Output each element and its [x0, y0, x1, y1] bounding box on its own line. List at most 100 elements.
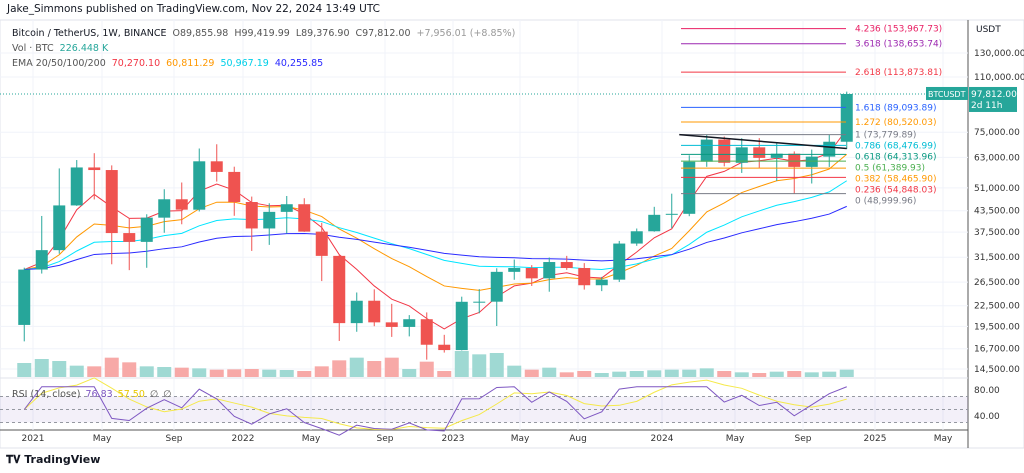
volume-bar — [647, 370, 662, 377]
fib-level-label: 1.272 (80,520.03) — [855, 118, 936, 128]
volume-bar — [822, 371, 837, 377]
candle-body — [280, 204, 293, 212]
candle-body — [840, 93, 853, 142]
candle-body — [438, 344, 451, 351]
candle-body — [35, 250, 48, 270]
ema-100-line — [24, 180, 848, 271]
volume-bar — [279, 370, 294, 377]
volume-label: Vol · BTC — [12, 43, 54, 54]
price-tick-label: 43,500.00 — [974, 207, 1020, 217]
volume-bar — [122, 362, 137, 377]
ema200-value: 40,255.85 — [274, 58, 324, 69]
time-tick-label: 2022 — [232, 434, 255, 444]
volume-bar — [454, 351, 469, 377]
time-tick-label: May — [93, 434, 112, 444]
price-tick-label: 19,500.00 — [974, 322, 1020, 332]
candle-body — [420, 319, 433, 345]
volume-bar — [34, 359, 49, 377]
volume-bar — [682, 369, 697, 377]
candle-body — [770, 153, 783, 158]
volume-bar — [419, 361, 434, 377]
fib-level-label: 0 (48,999.96) — [855, 197, 916, 207]
ema-label: EMA 20/50/100/200 — [12, 58, 106, 69]
price-tick-label: 22,500.00 — [974, 302, 1020, 312]
brand-name: TradingView — [24, 453, 101, 466]
rsi-extra-2: ∅ — [163, 389, 172, 400]
fib-level-label: 0.236 (54,848.03) — [855, 186, 936, 196]
fib-level-label: 0.5 (61,389.93) — [855, 164, 925, 174]
candle-body — [508, 268, 521, 272]
price-tick-label: 31,500.00 — [974, 253, 1020, 263]
time-tick-label: 2024 — [651, 434, 674, 444]
ohlc-low: L89,376.90 — [295, 28, 350, 39]
symbol-legend: Bitcoin / TetherUS, 1W, BINANCE O89,855.9… — [12, 26, 521, 71]
volume-bar — [472, 354, 487, 377]
candle-body — [683, 161, 696, 214]
symbol-tag-text: BTCUSDT — [928, 90, 966, 99]
candle-body — [123, 233, 136, 242]
volume-bar — [559, 372, 574, 377]
volume-bar — [174, 367, 189, 377]
candle-body — [788, 153, 801, 167]
fib-level-label: 4.236 (153,967.73) — [855, 25, 942, 35]
candle-body — [385, 322, 398, 327]
ohlc-open: O89,855.98 — [172, 28, 229, 39]
volume-bar — [157, 367, 172, 377]
tradingview-logo: 𝐓𝐕 TradingView — [6, 453, 100, 467]
fib-level-label: 0.382 (58,465.90) — [855, 175, 936, 185]
candle-body — [88, 167, 101, 171]
candle-body — [140, 217, 153, 242]
price-tick-label: 14,500.00 — [974, 365, 1020, 375]
ema-50-line — [24, 153, 848, 291]
time-tick-label: 2021 — [22, 434, 45, 444]
countdown-text: 2d 11h — [971, 101, 1002, 111]
volume-bar — [332, 360, 347, 377]
ohlc-high: H99,419.99 — [234, 28, 290, 39]
candle-body — [735, 147, 748, 163]
symbol-name[interactable]: Bitcoin / TetherUS, 1W, BINANCE — [12, 28, 167, 39]
volume-bar — [17, 363, 32, 377]
rsi-value: 76.83 — [85, 389, 113, 400]
candle-body — [700, 139, 713, 162]
rsi-tick-label: 80.00 — [974, 386, 1000, 396]
time-tick-label: May — [726, 434, 745, 444]
price-tick-label: 16,700.00 — [974, 345, 1020, 355]
rsi-line — [23, 386, 847, 436]
volume-bar — [209, 369, 224, 377]
volume-bar — [437, 371, 452, 377]
fib-level-label: 1 (73,779.89) — [855, 131, 916, 141]
publisher-caption: Jake_Simmons published on TradingView.co… — [7, 3, 380, 15]
candle-body — [350, 300, 363, 324]
last-price-text: 97,812.00 — [971, 90, 1017, 100]
volume-value: 226.448 K — [59, 43, 109, 54]
ema100-value: 50,967.19 — [220, 58, 269, 69]
candle-body — [403, 319, 416, 327]
volume-bar — [297, 371, 312, 377]
candle-body — [245, 202, 258, 229]
ohlc-close: C97,812.00 — [355, 28, 411, 39]
trend-line — [679, 133, 847, 150]
candle-body — [543, 262, 556, 279]
candle-body — [630, 231, 643, 244]
volume-bar — [769, 371, 784, 377]
fib-level-label: 0.618 (64,313.96) — [855, 153, 936, 163]
volume-bar — [839, 369, 854, 377]
rsi-legend: RSI (14, close) 76.83 57.50 ∅ ∅ — [12, 389, 176, 400]
candle-body — [665, 213, 678, 215]
price-tick-label: 130,000.00 — [974, 49, 1024, 59]
volume-bar — [52, 361, 67, 377]
volume-bar — [367, 361, 382, 377]
last-price-tag — [969, 86, 1017, 112]
ema20-value: 70,270.10 — [111, 58, 161, 69]
candle-body — [315, 231, 328, 256]
volume-bar — [87, 366, 102, 377]
candle-body — [473, 301, 486, 303]
volume-bar — [314, 366, 329, 377]
candle-body — [193, 161, 206, 210]
candle-body — [158, 199, 171, 218]
candle-body — [210, 161, 223, 172]
candle-body — [53, 205, 66, 251]
candle-body — [490, 271, 503, 302]
rsi-label: RSI (14, close) — [12, 389, 81, 400]
